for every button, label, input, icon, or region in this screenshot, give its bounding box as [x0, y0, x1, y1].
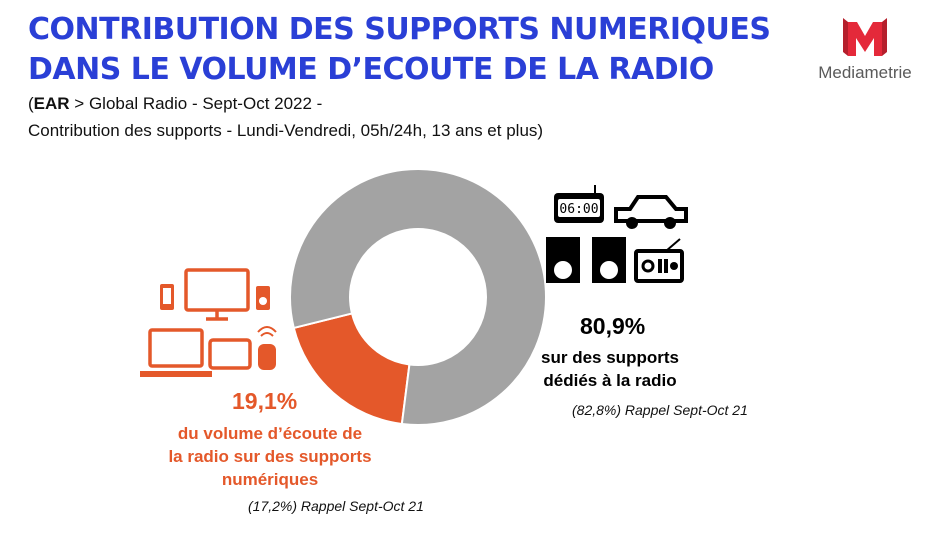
- subtitle-line-1: (EAR > Global Radio - Sept-Oct 2022 -: [28, 94, 323, 113]
- radio-share-value: 80,9%: [580, 313, 646, 339]
- digital-devices-icon: [140, 268, 277, 377]
- radio-devices-icon: 06:00: [546, 185, 688, 283]
- radio-share-description: sur des supports dédiés à la radio: [541, 348, 679, 390]
- digital-share-value: 19,1%: [232, 388, 298, 414]
- logo-text: Mediametrie: [818, 63, 912, 82]
- donut-chart: [289, 168, 547, 426]
- radio-recall-note: (82,8%) Rappel Sept-Oct 21: [572, 402, 748, 418]
- digital-slice: [292, 312, 411, 426]
- digital-share-description: du volume d’écoute de la radio sur des s…: [168, 424, 372, 489]
- radio-slice: [289, 168, 547, 426]
- subtitle-ear: EAR: [33, 94, 70, 113]
- mediametrie-logo-icon: [843, 18, 887, 56]
- chart-title-line-1: CONTRIBUTION DES SUPPORTS NUMERIQUES: [28, 12, 771, 47]
- subtitle-line-2: Contribution des supports - Lundi-Vendre…: [28, 121, 544, 140]
- chart-title-line-2: DANS LE VOLUME D’ECOUTE DE LA RADIO: [28, 52, 714, 87]
- clock-display: 06:00: [559, 202, 598, 217]
- digital-recall-note: (17,2%) Rappel Sept-Oct 21: [248, 498, 424, 514]
